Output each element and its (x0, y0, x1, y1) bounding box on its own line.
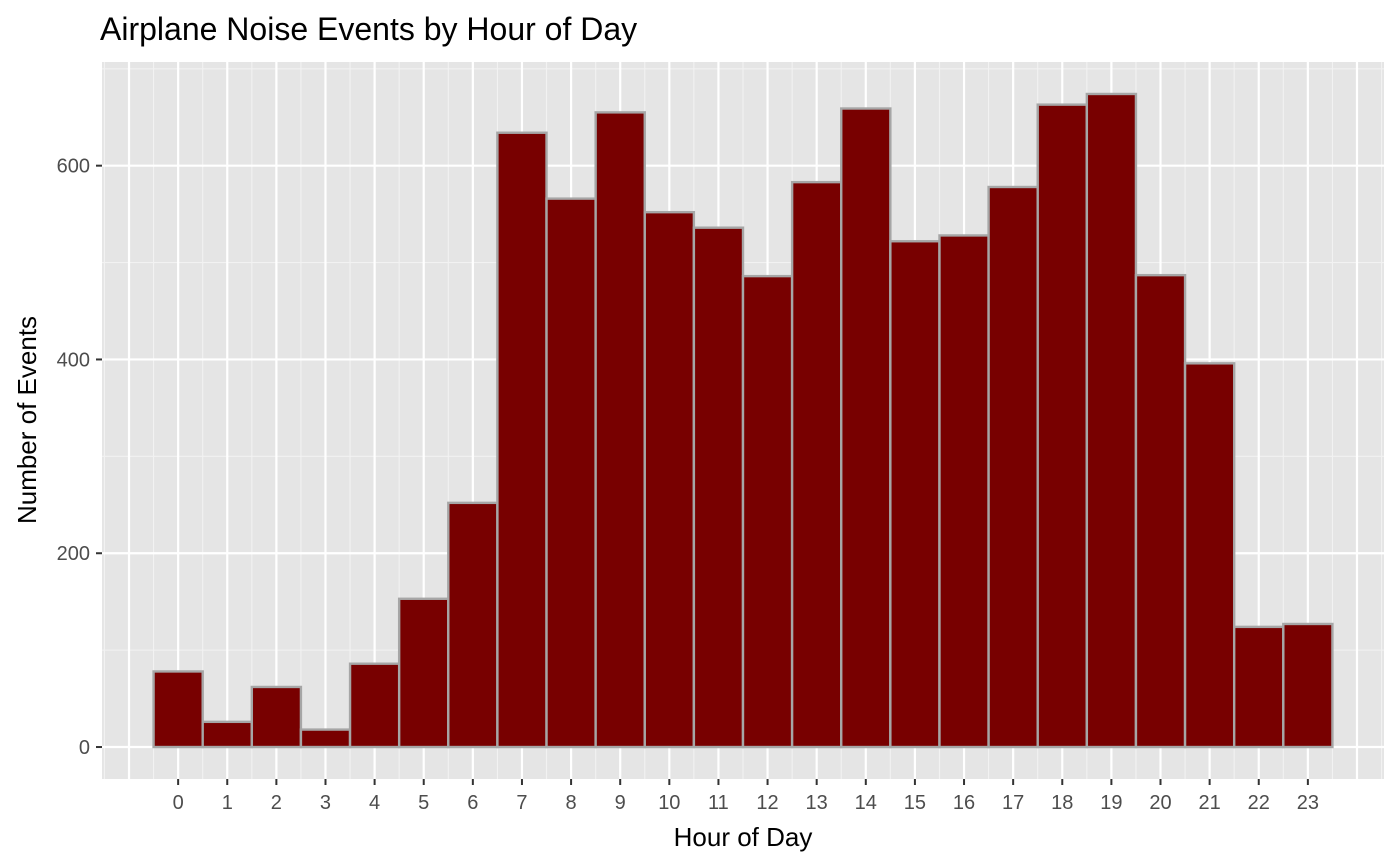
bar-hour-12 (741, 274, 794, 749)
chart-title: Airplane Noise Events by Hour of Day (100, 11, 637, 47)
bar-hour-23 (1282, 622, 1334, 749)
x-tick-label: 20 (1149, 792, 1171, 814)
x-tick-label: 5 (418, 792, 429, 814)
y-tick-label: 600 (57, 156, 90, 178)
x-tick-label: 9 (615, 792, 626, 814)
y-tick-label: 200 (57, 543, 90, 565)
bar-hour-0 (152, 670, 204, 749)
bar-hour-7 (496, 131, 548, 749)
x-tick-label: 0 (173, 792, 184, 814)
bar-hour-9 (594, 111, 646, 749)
x-tick-label: 14 (855, 792, 877, 814)
x-tick-label: 6 (467, 792, 478, 814)
bar-hour-16 (938, 234, 990, 749)
x-tick-label: 15 (904, 792, 926, 814)
bar-hour-18 (1036, 103, 1089, 749)
y-axis-title: Number of Events (12, 316, 42, 524)
y-axis: 0 200 400 600 (57, 156, 102, 759)
bar-hour-20 (1134, 273, 1187, 749)
bar-hour-22 (1232, 625, 1285, 749)
bar-hour-21 (1183, 362, 1236, 749)
bar-hour-11 (692, 226, 745, 749)
bar-hour-5 (397, 597, 450, 749)
x-tick-label: 23 (1297, 792, 1319, 814)
bar-hour-2 (250, 685, 303, 749)
bar-hour-19 (1085, 92, 1138, 749)
x-tick-label: 4 (369, 792, 380, 814)
x-tick-label: 19 (1100, 792, 1122, 814)
bar-hour-4 (348, 662, 401, 749)
x-tick-label: 3 (320, 792, 331, 814)
bar-hour-3 (299, 728, 352, 749)
bar-hour-14 (840, 107, 892, 749)
x-tick-label: 17 (1002, 792, 1024, 814)
x-axis-title: Hour of Day (674, 822, 813, 852)
x-tick-label: 13 (806, 792, 828, 814)
y-tick-label: 400 (57, 349, 90, 371)
bar-hour-8 (545, 197, 597, 749)
bar-hour-15 (889, 240, 941, 749)
x-tick-label: 18 (1051, 792, 1073, 814)
bars (152, 92, 1334, 749)
x-tick-label: 11 (708, 792, 729, 814)
x-tick-label: 10 (658, 792, 680, 814)
x-tick-label: 22 (1248, 792, 1270, 814)
bar-hour-13 (790, 180, 843, 749)
x-tick-label: 8 (566, 792, 577, 814)
bar-hour-6 (447, 501, 499, 749)
x-tick-label: 1 (222, 792, 233, 814)
bar-hour-10 (643, 210, 696, 749)
x-tick-label: 21 (1199, 792, 1221, 814)
x-tick-label: 2 (271, 792, 282, 814)
y-tick-label: 0 (79, 737, 90, 759)
bar-hour-1 (201, 720, 254, 749)
x-tick-label: 7 (516, 792, 527, 814)
x-tick-label: 12 (756, 792, 778, 814)
x-tick-label: 16 (953, 792, 975, 814)
x-axis: 0 1 2 3 4 5 6 7 8 9 10 11 12 13 14 15 16 17 18 19 20 21 22 23 (173, 779, 1319, 814)
bar-hour-17 (987, 185, 1039, 749)
